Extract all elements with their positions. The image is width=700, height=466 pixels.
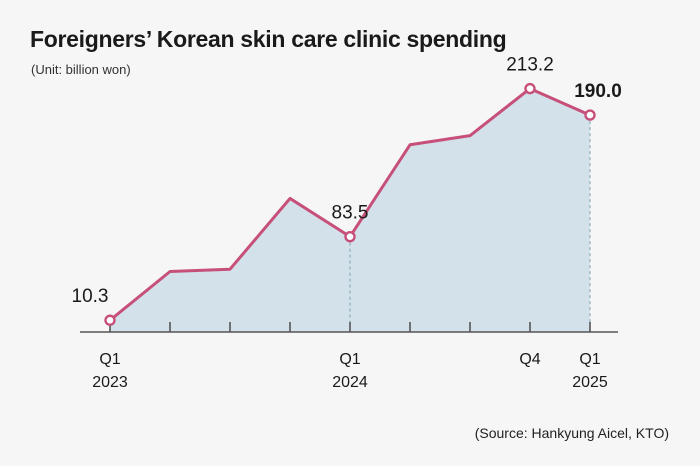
x-tick-label-year: 2024 xyxy=(332,374,368,391)
data-point-marker xyxy=(584,109,596,121)
x-tick-label-quarter: Q1 xyxy=(339,351,360,368)
source-note: (Source: Hankyung Aicel, KTO) xyxy=(474,425,669,441)
x-tick-label-year: 2023 xyxy=(92,374,128,391)
chart-unit-note: (Unit: billion won) xyxy=(31,62,131,77)
chart-title: Foreigners’ Korean skin care clinic spen… xyxy=(30,26,507,52)
data-label: 213.2 xyxy=(506,55,554,76)
x-tick-label-quarter: Q1 xyxy=(579,351,600,368)
data-label: 10.3 xyxy=(72,286,109,307)
data-point-marker xyxy=(344,230,356,243)
data-label: 190.0 xyxy=(574,81,622,102)
data-label: 83.5 xyxy=(332,203,369,224)
x-tick-label-quarter: Q1 xyxy=(99,351,120,368)
data-point-marker xyxy=(104,314,116,326)
area-fill xyxy=(110,88,590,332)
x-tick-label-quarter: Q4 xyxy=(519,351,540,368)
x-tick-label-year: 2025 xyxy=(572,374,608,391)
data-point-marker xyxy=(524,82,536,95)
